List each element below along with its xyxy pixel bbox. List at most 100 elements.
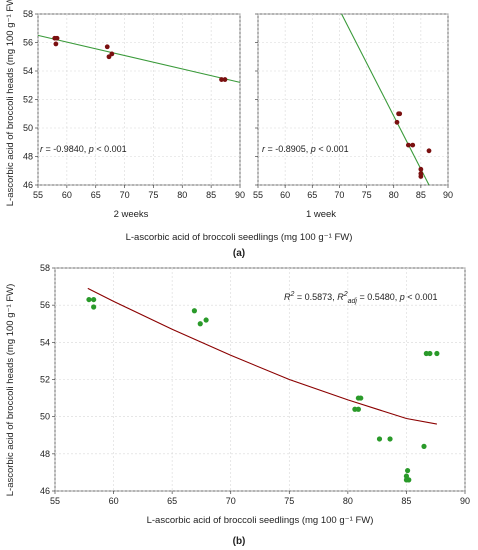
x-tick-labels: 55 60 65 70 75 80 85 90 [33,190,245,200]
y-axis-label: L-ascorbic acid of broccoli heads (mg 10… [5,0,16,206]
data-point [387,436,393,442]
p-value: < 0.001 [405,292,438,302]
x-tick-labels: 55 60 65 70 75 80 85 90 [50,496,470,506]
x-tick-label: 90 [235,190,245,200]
data-point [426,148,432,154]
p-value: < 0.001 [94,144,127,154]
r-value: = -0.9840, [43,144,89,154]
y-tick-label: 46 [40,486,50,496]
data-point [54,35,60,41]
x-tick-label: 70 [120,190,130,200]
data-point [222,77,228,82]
r-squared-annotation: R2 = 0.5873, R2adj = 0.5480, p < 0.001 [284,291,438,305]
data-point [376,436,383,442]
panel-subtitle: 2 weeks [114,209,149,220]
data-point [91,296,97,303]
y-tick-label: 58 [40,263,50,273]
x-tick-label: 65 [91,190,101,200]
y-tick-label: 48 [40,449,50,459]
data-point [405,142,411,148]
regression-line [37,34,241,83]
r2adj-symbol: R [337,292,344,302]
y-axis-label: L-ascorbic acid of broccoli heads (mg 10… [5,284,16,497]
x-tick-label: 55 [50,496,60,506]
r-value: = -0.8905, [265,144,311,154]
r2adj-value: = 0.5480, [357,292,400,302]
data-point [427,350,433,357]
x-axis-label: L-ascorbic acid of broccoli seedlings (m… [126,232,353,243]
y-tick-label: 54 [40,337,50,347]
x-tick-label: 80 [389,190,399,200]
data-point [355,406,361,412]
data-point [203,317,209,323]
gridlines [52,267,466,494]
p-value: < 0.001 [316,144,349,154]
data-point [91,304,97,310]
data-point [418,174,424,179]
correlation-annotation: r = -0.9840, p < 0.001 [40,144,127,154]
data-point [421,443,427,449]
x-tick-label: 85 [206,190,216,200]
x-tick-label: 80 [177,190,187,200]
r-symbol: r [40,144,44,154]
fit-curve [87,287,437,425]
regression-line [341,13,430,186]
x-tick-label: 75 [284,496,294,506]
data-point [394,119,400,125]
data-points [86,296,440,483]
y-tick-label: 56 [23,38,33,48]
r2-symbol: R [284,292,291,302]
data-point [191,308,197,314]
r-symbol: r [262,144,266,154]
x-tick-labels: 55 60 65 70 75 80 85 90 [253,190,453,200]
x-tick-label: 60 [280,190,290,200]
x-tick-label: 55 [253,190,263,200]
panel-b: 55 60 65 70 75 80 85 90 46 48 50 52 54 56 58 R2 = 0.5… [40,263,470,506]
x-tick-label: 75 [148,190,158,200]
x-tick-label: 75 [362,190,372,200]
x-tick-label: 60 [109,496,119,506]
r2-value: = 0.5873, [294,292,337,302]
gridlines [255,13,449,188]
p-symbol: p [399,292,405,302]
data-point [86,296,92,303]
data-point [418,166,424,172]
regression-curve [87,287,437,425]
data-point [410,142,416,148]
y-tick-label: 58 [23,9,33,19]
data-point [403,473,410,479]
data-point [53,41,59,47]
data-point [434,350,440,357]
y-tick-label: 50 [40,412,50,422]
caption-a: (a) [233,248,245,259]
x-tick-label: 55 [33,190,43,200]
fit-line [341,13,430,186]
y-tick-label: 52 [40,375,50,385]
y-tick-labels: 46 48 50 52 54 56 58 [23,9,33,190]
x-tick-label: 90 [443,190,453,200]
y-tick-label: 54 [23,66,33,76]
gridlines [35,13,241,188]
correlation-annotation: r = -0.8905, p < 0.001 [262,144,349,154]
y-tick-label: 50 [23,123,33,133]
data-point [358,395,364,401]
data-point [406,477,412,483]
x-tick-label: 65 [307,190,317,200]
data-point [104,44,110,50]
panel-a-left: 55 60 65 70 75 80 85 90 46 48 50 52 54 56 58 r = -0.9… [23,9,245,220]
y-tick-label: 46 [23,180,33,190]
x-tick-label: 85 [416,190,426,200]
x-tick-label: 60 [62,190,72,200]
fit-line [37,34,241,83]
y-tick-label: 52 [23,95,33,105]
data-points [394,111,432,179]
x-tick-label: 70 [334,190,344,200]
x-axis-label: L-ascorbic acid of broccoli seedlings (m… [147,515,374,526]
x-tick-label: 80 [343,496,353,506]
x-tick-label: 65 [167,496,177,506]
y-tick-labels: 46 48 50 52 54 56 58 [40,263,50,496]
x-tick-label: 90 [460,496,470,506]
panel-subtitle: 1 week [306,209,336,220]
data-point [109,51,115,57]
